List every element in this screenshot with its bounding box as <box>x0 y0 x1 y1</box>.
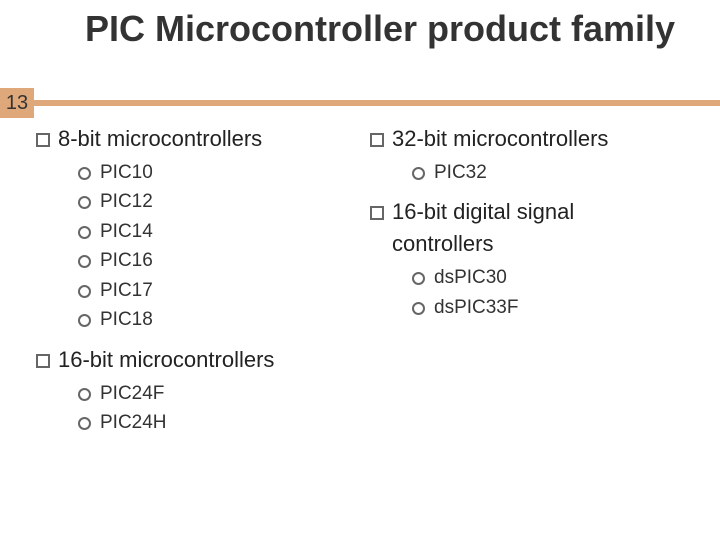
list-item: PIC18 <box>76 305 366 334</box>
title-underline <box>0 100 720 106</box>
section-heading: 32-bit microcontrollers <box>366 126 700 152</box>
section-items: dsPIC30 dsPIC33F <box>366 263 700 322</box>
list-item: dsPIC33F <box>410 293 700 322</box>
list-item: PIC24H <box>76 408 366 437</box>
slide-title: PIC Microcontroller product family <box>60 8 700 49</box>
list-item: dsPIC30 <box>410 263 700 292</box>
left-column: 8-bit microcontrollers PIC10 PIC12 PIC14… <box>32 126 366 450</box>
list-item: PIC17 <box>76 276 366 305</box>
section-heading-cont: controllers <box>366 231 700 257</box>
content-area: 8-bit microcontrollers PIC10 PIC12 PIC14… <box>32 126 700 450</box>
section-items: PIC24F PIC24H <box>32 379 366 438</box>
list-item: PIC24F <box>76 379 366 408</box>
section-items: PIC32 <box>366 158 700 187</box>
section-heading: 16-bit microcontrollers <box>32 347 366 373</box>
list-item: PIC16 <box>76 246 366 275</box>
list-item: PIC32 <box>410 158 700 187</box>
section-heading: 16-bit digital signal <box>366 199 700 225</box>
section-heading: 8-bit microcontrollers <box>32 126 366 152</box>
section-items: PIC10 PIC12 PIC14 PIC16 PIC17 PIC18 <box>32 158 366 335</box>
right-column: 32-bit microcontrollers PIC32 16-bit dig… <box>366 126 700 450</box>
list-item: PIC14 <box>76 217 366 246</box>
list-item: PIC12 <box>76 187 366 216</box>
slide-number: 13 <box>0 88 34 118</box>
title-block: PIC Microcontroller product family <box>60 8 700 49</box>
list-item: PIC10 <box>76 158 366 187</box>
